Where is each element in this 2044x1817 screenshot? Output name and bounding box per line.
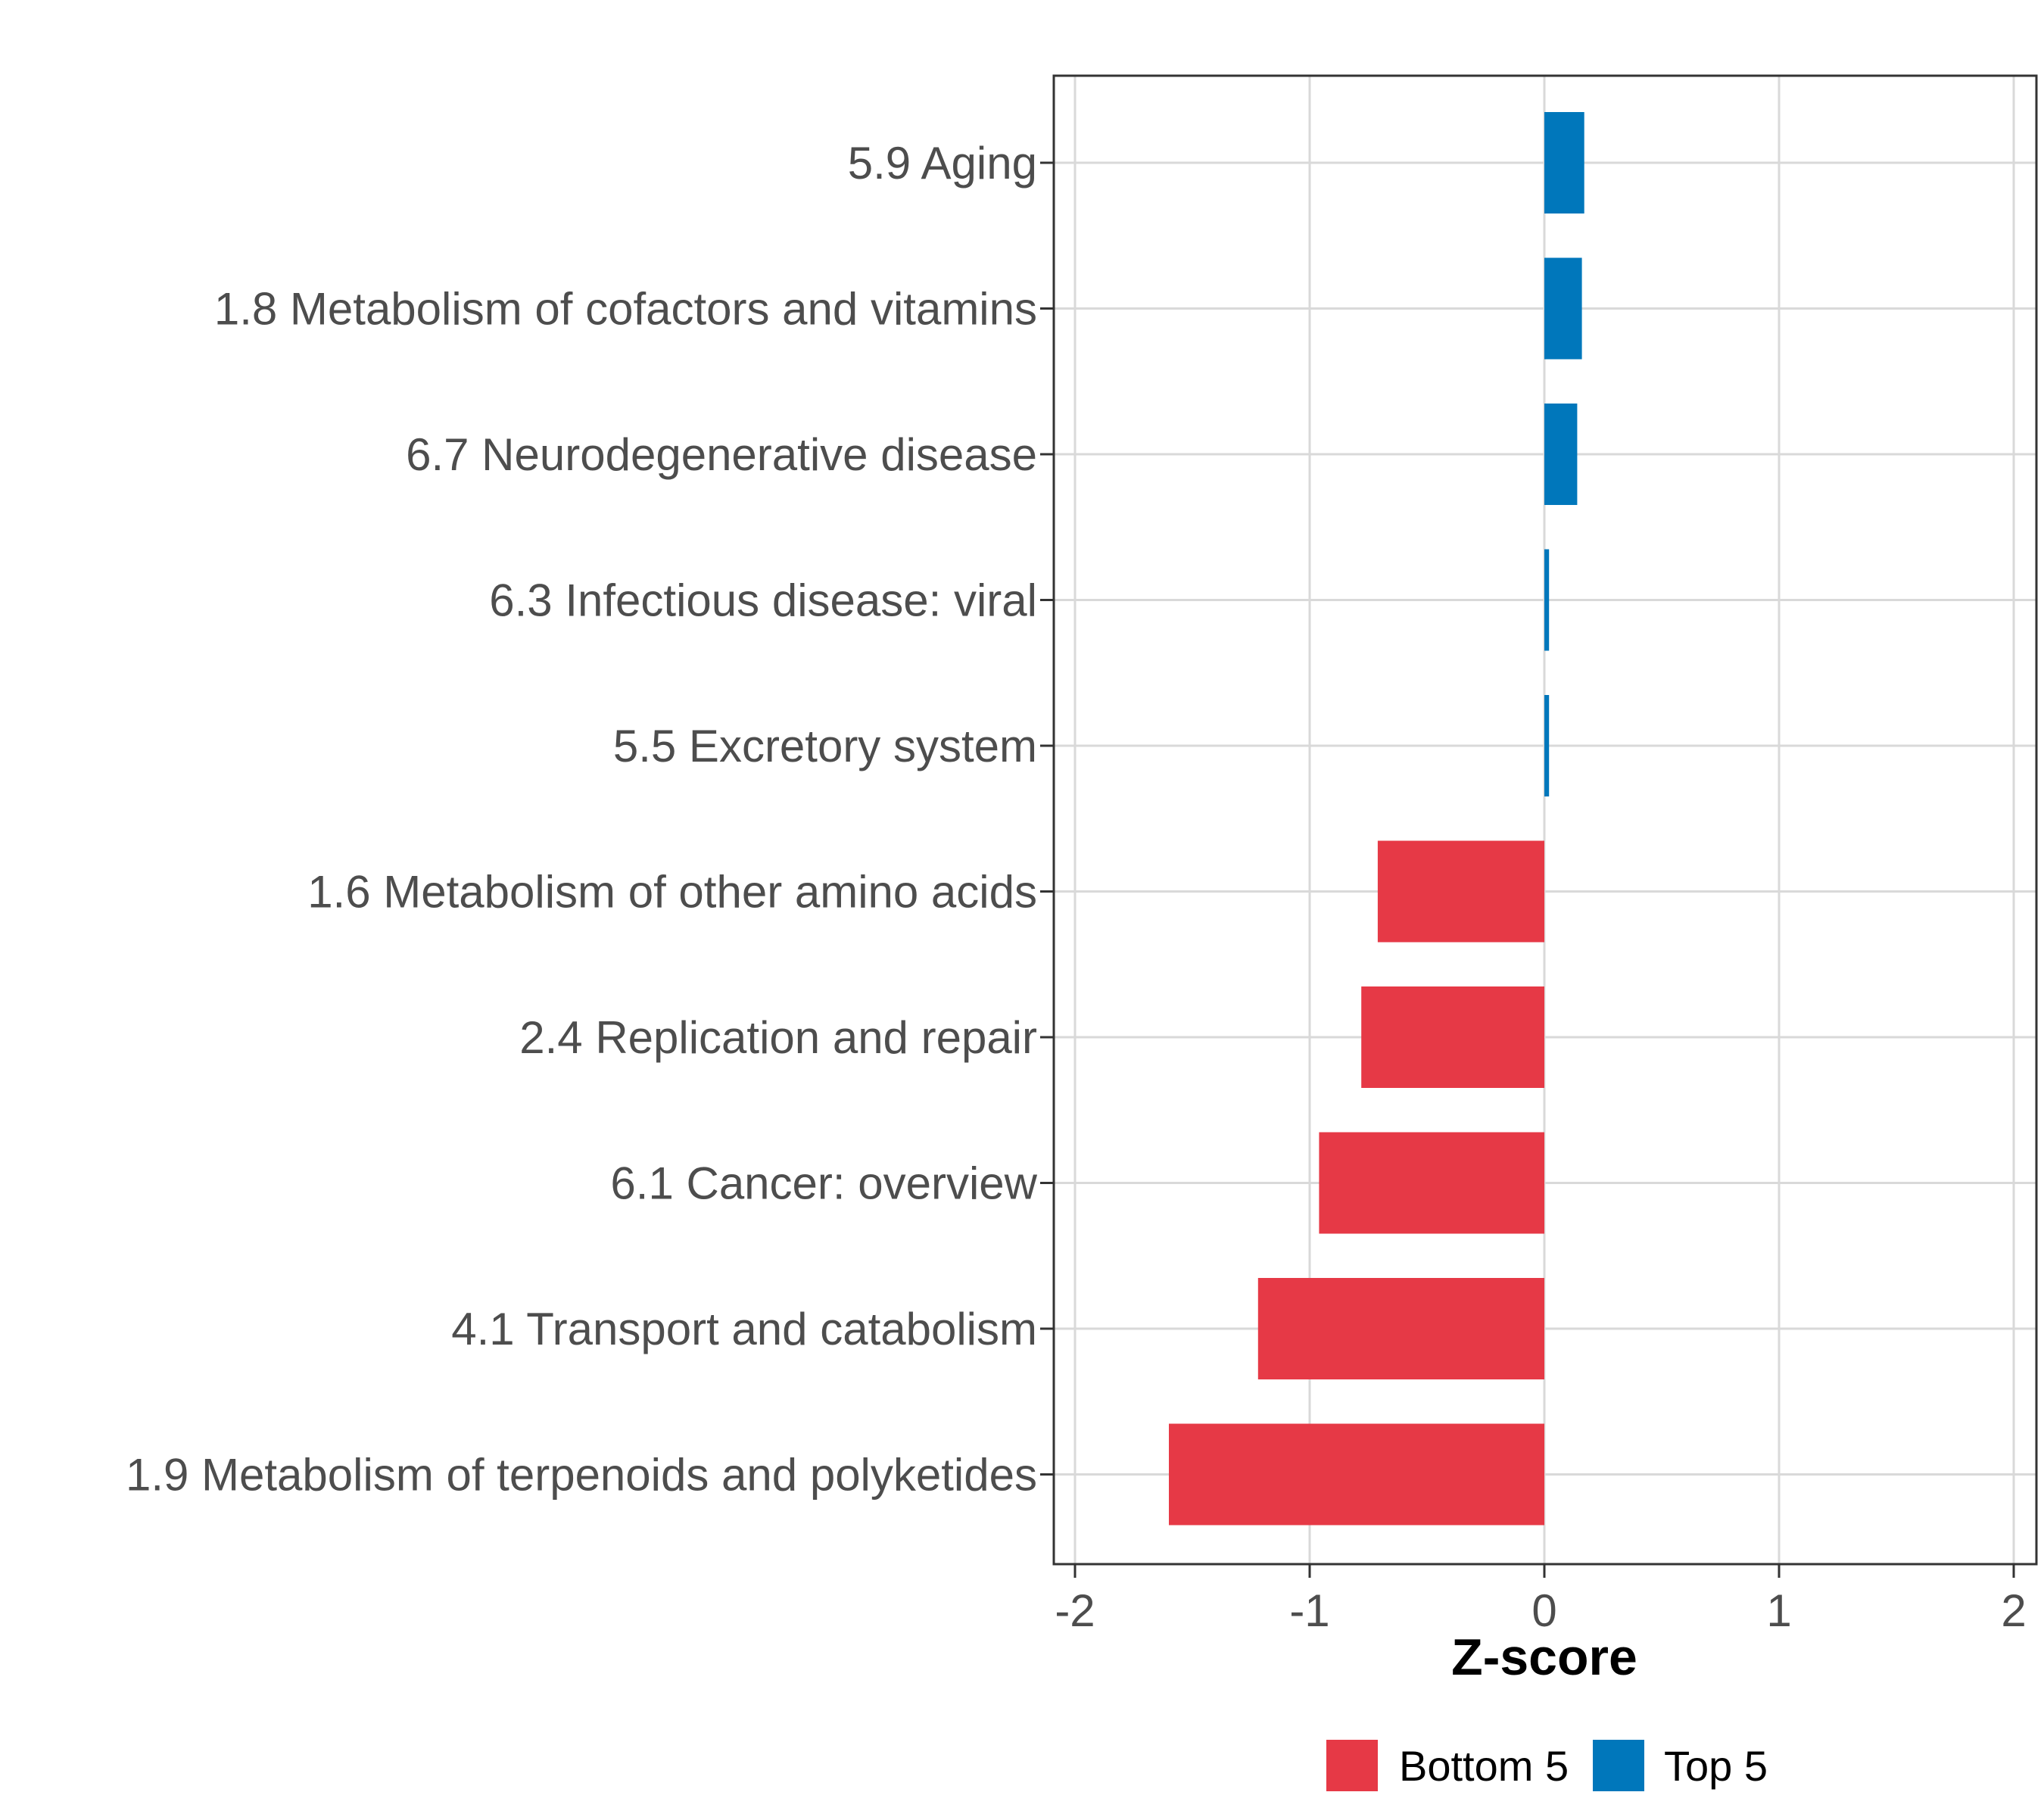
legend-swatch [1326,1740,1378,1791]
category-label: 6.7 Neurodegenerative disease [406,429,1037,480]
bar [1169,1423,1544,1526]
bars [1169,112,1584,1526]
category-label: 5.9 Aging [848,138,1037,189]
bar [1377,840,1544,943]
x-tick-label: -1 [1289,1585,1329,1636]
legend: Bottom 5 Top 5 [1326,1740,1768,1791]
category-label: 1.6 Metabolism of other amino acids [307,867,1037,918]
y-axis: 5.9 Aging 1.8 Metabolism of cofactors and… [126,138,1054,1501]
category-label: 1.8 Metabolism of cofactors and vitamins [214,284,1037,335]
bar [1544,257,1582,360]
category-label: 6.3 Infectious disease: viral [489,575,1037,626]
bar [1544,112,1584,213]
category-label: 6.1 Cancer: overview [610,1158,1037,1209]
x-tick-label: 0 [1531,1585,1556,1636]
category-label: 4.1 Transport and catabolism [451,1304,1037,1354]
bar [1257,1278,1544,1379]
bar [1361,986,1544,1088]
bar [1544,695,1550,796]
bar [1544,549,1550,651]
x-tick-label: -2 [1055,1585,1095,1636]
category-label: 2.4 Replication and repair [519,1012,1037,1063]
bar [1544,404,1578,505]
legend-label: Bottom 5 [1399,1742,1569,1790]
x-axis: -2 -1 0 1 2 [1055,1564,2027,1636]
category-label: 5.5 Excretory system [613,721,1037,771]
x-tick-label: 1 [1766,1585,1791,1636]
bar [1319,1132,1544,1234]
x-tick-label: 2 [2001,1585,2026,1636]
legend-swatch [1593,1740,1644,1791]
category-label: 1.9 Metabolism of terpenoids and polyket… [126,1450,1037,1501]
x-axis-title: Z-score [1451,1628,1637,1686]
legend-label: Top 5 [1664,1742,1768,1790]
